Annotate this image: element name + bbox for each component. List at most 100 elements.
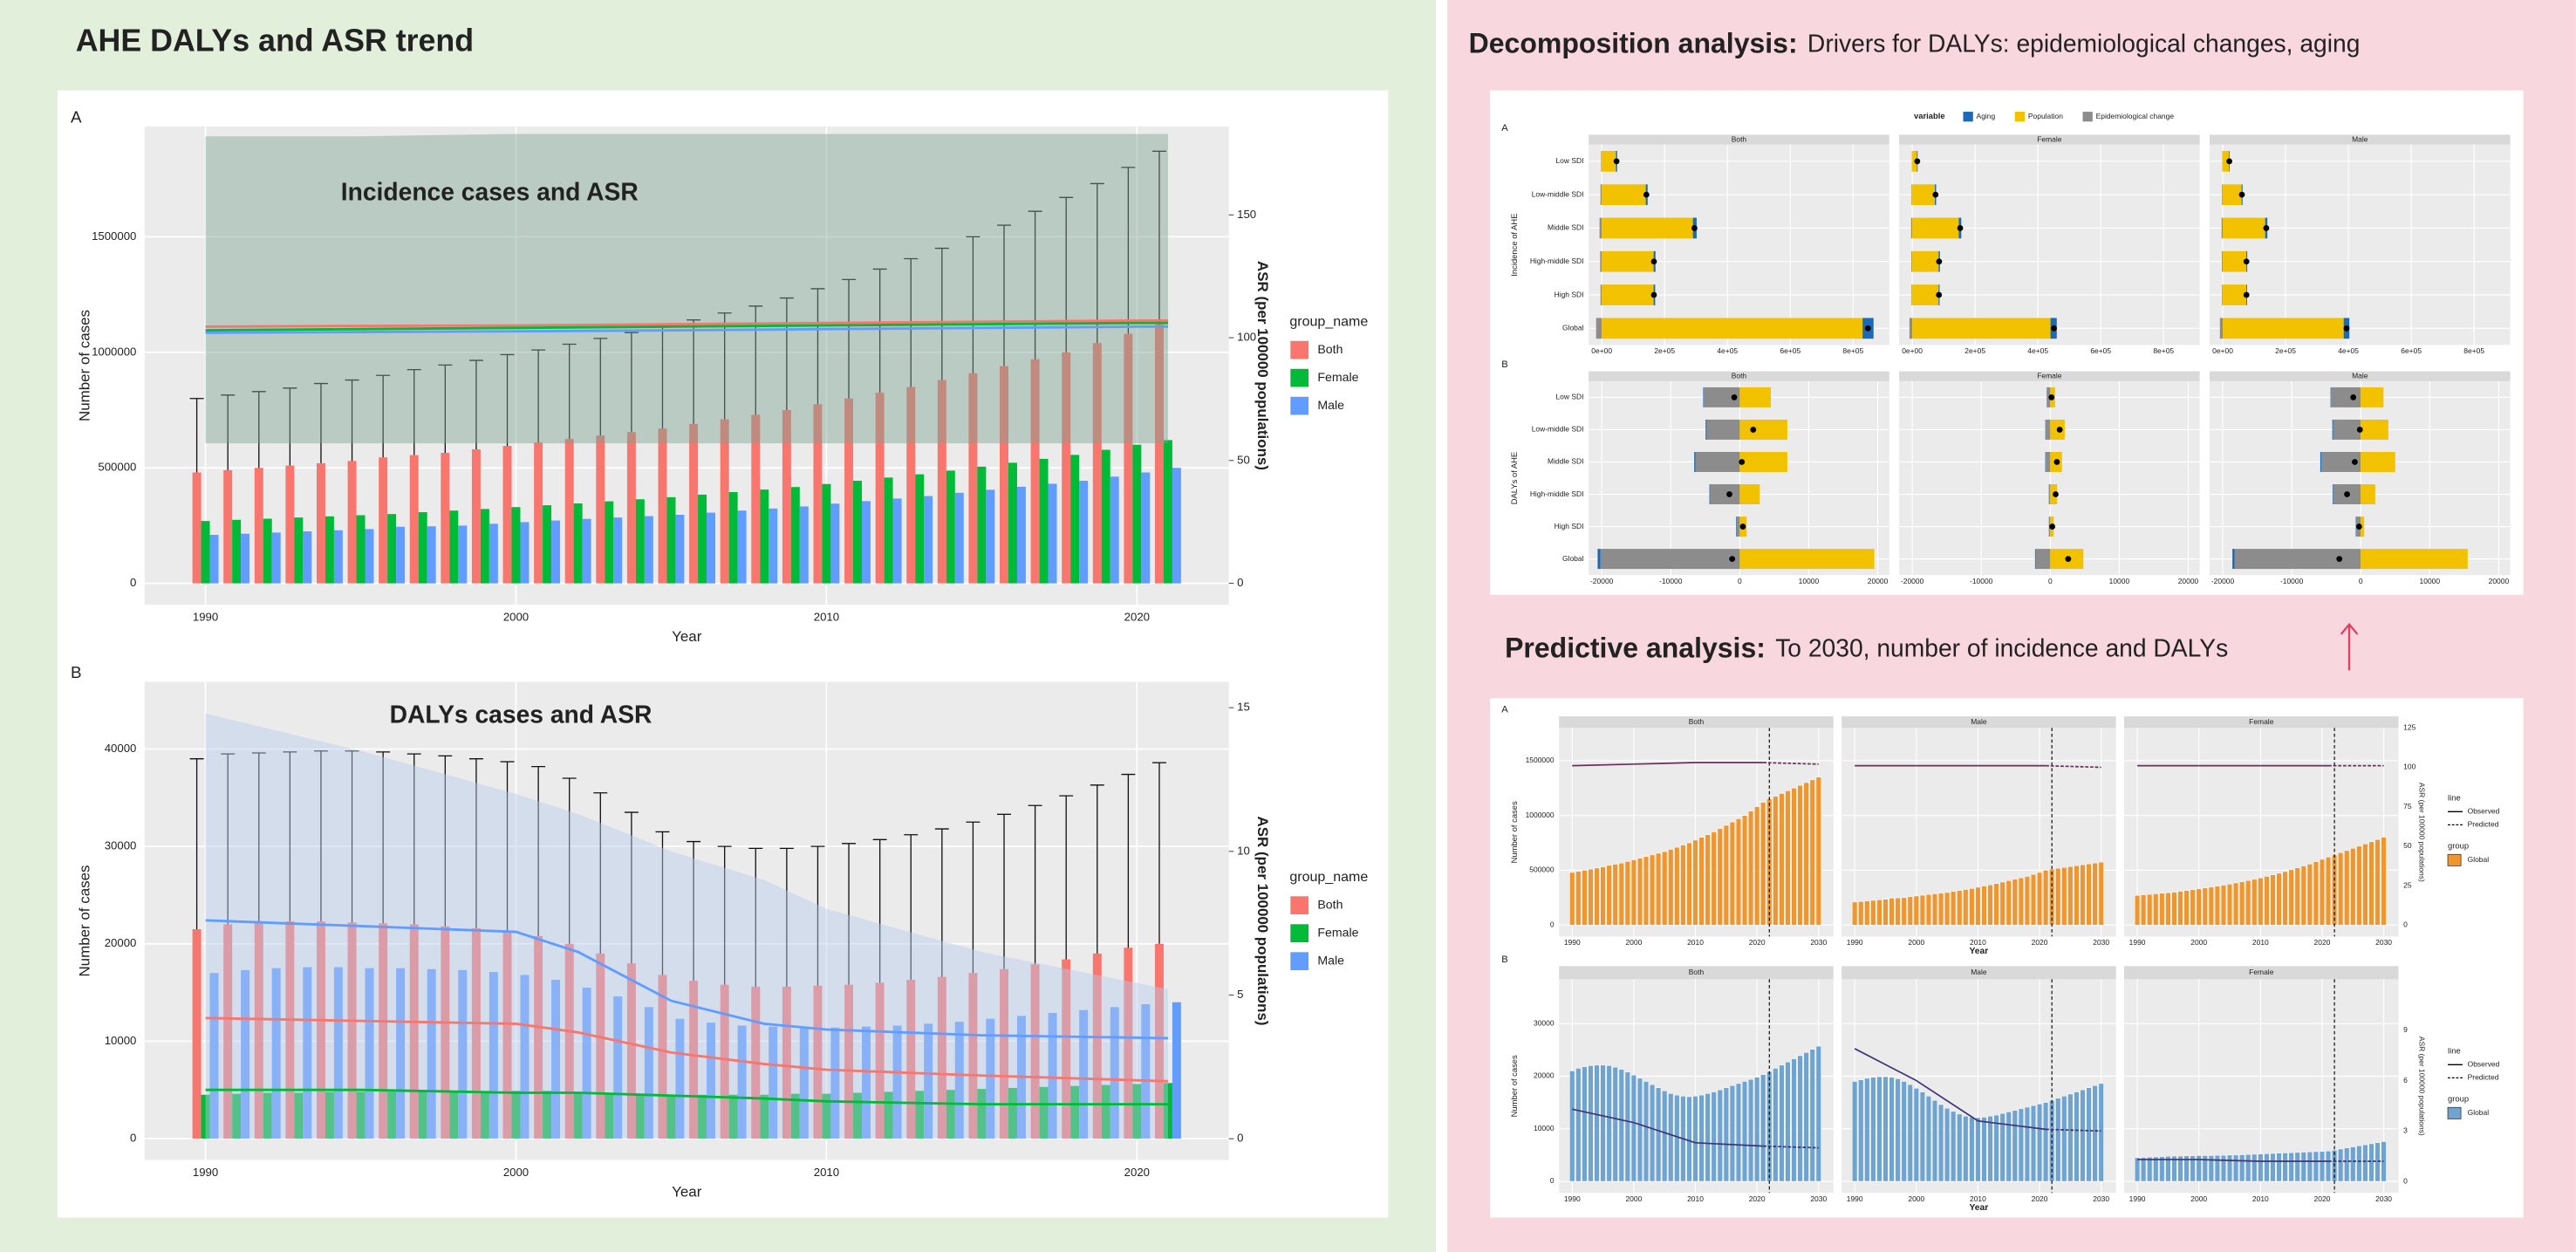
bar <box>1588 868 1594 926</box>
y-tick-label: 1500000 <box>92 229 136 243</box>
x-tick-label: -10000 <box>1970 577 1993 585</box>
bar <box>875 393 885 584</box>
y-tick-label: Global <box>1562 554 1584 563</box>
x-tick-label: 2010 <box>814 611 839 624</box>
bar <box>520 522 530 584</box>
bar <box>1600 1064 1606 1182</box>
x-tick-label: 2000 <box>503 1166 529 1179</box>
bar <box>1698 1094 1705 1182</box>
total-dot <box>2243 258 2250 265</box>
bar <box>2165 892 2171 926</box>
bar-segment <box>2221 217 2224 239</box>
bar <box>201 521 210 584</box>
bar <box>2080 864 2086 926</box>
bar <box>1606 1065 1612 1182</box>
bar <box>2344 1147 2350 1182</box>
bar-segment <box>1694 452 1696 472</box>
bar <box>937 976 946 1139</box>
bar <box>596 435 605 584</box>
bar <box>2202 887 2208 926</box>
total-dot <box>1739 523 1746 530</box>
bar <box>1785 1061 1791 1182</box>
total-dot <box>1650 258 1657 265</box>
facet-strip <box>1589 134 1889 145</box>
bar <box>1692 839 1698 926</box>
bar <box>666 1094 676 1139</box>
bar-segment <box>2045 452 2051 472</box>
y2-tick-label: 100 <box>2403 763 2415 771</box>
bar <box>2153 1156 2159 1182</box>
y-tick-label: Middle SDI <box>1548 223 1583 232</box>
bar <box>2208 1155 2214 1182</box>
y-tick-label: Low SDI <box>1555 156 1583 165</box>
x-tick-label: 2010 <box>1687 1194 1704 1203</box>
total-dot <box>1864 325 1871 332</box>
panel-label: B <box>1501 954 1508 965</box>
bar <box>1969 1117 1975 1182</box>
bar <box>986 489 995 584</box>
bar <box>2374 839 2381 926</box>
bar <box>489 972 498 1139</box>
facet-label: Male <box>2352 134 2368 143</box>
y2-tick-label: 15 <box>1237 701 1250 714</box>
bar <box>1870 1077 1876 1182</box>
bar <box>2159 1156 2165 1182</box>
bar <box>2159 893 2165 926</box>
bar <box>2251 1153 2258 1182</box>
bar-segment <box>2361 517 2365 537</box>
bar <box>2196 888 2202 926</box>
facet-background <box>1589 144 1889 345</box>
x-tick-label: 2020 <box>1124 1166 1150 1179</box>
bar-segment <box>1600 250 1602 272</box>
bar <box>418 1091 427 1139</box>
heading-text: To 2030, number of incidence and DALYs <box>1775 634 2228 662</box>
bar <box>813 985 823 1139</box>
bar <box>830 1027 840 1139</box>
bar <box>1656 852 1662 926</box>
bar-segment <box>1709 484 1711 505</box>
x-tick-label: 2e+05 <box>1654 346 1675 355</box>
bar <box>1852 901 1858 926</box>
bar <box>1741 815 1748 926</box>
bar <box>303 531 312 584</box>
bar <box>325 1091 334 1139</box>
bar <box>1864 1078 1870 1182</box>
y-tick-label: 1000000 <box>92 345 136 358</box>
legend-label: Epidemiological change <box>2096 112 2175 120</box>
x-tick-label: 1990 <box>193 1166 218 1179</box>
bar <box>2080 1089 2086 1182</box>
bar <box>582 987 591 1139</box>
bar-segment <box>2223 284 2247 305</box>
y2-axis-label: ASR (per 100000 populations) <box>2418 783 2427 882</box>
bar <box>2362 1144 2368 1182</box>
x-tick-label: 2020 <box>1749 1194 1766 1203</box>
bar <box>1172 468 1181 584</box>
bar <box>1895 897 1901 926</box>
bar <box>2282 1153 2288 1182</box>
bar <box>1858 1079 1864 1182</box>
bar <box>365 968 374 1139</box>
y-axis-label: Incidence of AHE <box>1509 214 1519 277</box>
bar <box>1101 1084 1110 1139</box>
legend-title: group <box>2448 1093 2469 1103</box>
x-tick-label: 2000 <box>1625 1194 1642 1203</box>
bar <box>2012 1110 2018 1182</box>
bar <box>1154 324 1164 584</box>
bar-segment <box>1739 484 1760 505</box>
x-tick-label: 0e+00 <box>1591 346 1612 355</box>
total-dot <box>1731 394 1738 400</box>
y2-tick-label: 9 <box>2403 1025 2408 1034</box>
bar <box>2313 861 2319 926</box>
bar <box>396 526 406 584</box>
bar <box>2276 1153 2282 1182</box>
x-tick-label: 0 <box>2359 577 2363 585</box>
bar <box>2239 1154 2245 1182</box>
bar <box>2018 1108 2024 1182</box>
bar <box>2141 894 2147 926</box>
bar <box>1070 455 1080 584</box>
facet-strip <box>2124 716 2399 729</box>
y2-tick-label: 0 <box>2403 1176 2408 1185</box>
bar-segment <box>1695 452 1740 472</box>
legend-label: Female <box>1317 925 1358 939</box>
annotation: Incidence cases and ASR <box>341 178 639 206</box>
